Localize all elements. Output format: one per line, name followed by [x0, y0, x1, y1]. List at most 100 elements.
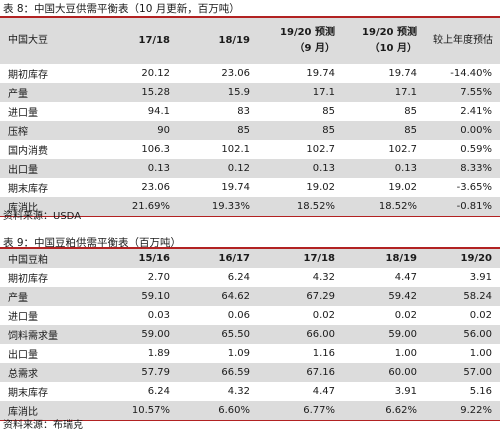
table9-header-cell: 15/16 [138, 253, 170, 264]
table8-header-cell: 较上年度预估 [433, 35, 493, 46]
table8-cell: 0.13 [394, 163, 417, 174]
table8-cell: 85 [322, 125, 335, 136]
table9-cell: 59.00 [388, 329, 417, 340]
table9-cell: 10.57% [98, 401, 178, 421]
table9-row-label: 期初库存 [8, 274, 48, 285]
table9-cell: 58.24 [463, 291, 492, 302]
table8-row: 压榨 90 85 85 85 0.00% [0, 121, 500, 140]
table8-header-line2: （9 月） [294, 43, 335, 54]
table9-cell: 57.79 [141, 367, 170, 378]
table9-cell: 2.70 [147, 272, 170, 283]
table9-cell: 3.91 [394, 386, 417, 397]
table8-cell: 94.1 [147, 106, 170, 117]
table8-cell: 102.7 [306, 144, 335, 155]
table8-cell: 19.74 [221, 182, 250, 193]
table8-cell: 20.12 [141, 68, 170, 79]
table9-row: 进口量 0.03 0.06 0.02 0.02 0.02 [0, 306, 500, 325]
table8-row-label: 库消比 [0, 197, 98, 217]
table8-cell: 15.9 [227, 87, 250, 98]
table9-header-cell: 18/19 [385, 253, 417, 264]
table9-header-cell: 16/17 [218, 253, 250, 264]
table8-row-label: 期末库存 [8, 184, 48, 195]
table8-caption: 表 8：中国大豆供需平衡表（10 月更新，百万吨） [3, 3, 240, 15]
table8: 中国大豆 17/18 18/19 19/20 预测 （9 月） 19/20 预测… [0, 18, 500, 217]
table8-source: 资料来源：USDA [3, 211, 82, 222]
table8-cell: 102.7 [388, 144, 417, 155]
table8-cell: -0.81% [425, 197, 500, 217]
table9-cell: 6.77% [258, 401, 343, 421]
table8-cell: 21.69% [98, 197, 178, 217]
table8-row: 期末库存 23.06 19.74 19.02 19.02 -3.65% [0, 178, 500, 197]
table9-top-rule [0, 247, 500, 249]
table8-cell: 17.1 [394, 87, 417, 98]
table9-cell: 5.16 [469, 386, 492, 397]
table8-header-line2: （10 月） [369, 43, 417, 54]
table9-cell: 4.32 [227, 386, 250, 397]
table9-cell: 67.16 [306, 367, 335, 378]
table9-cell: 60.00 [388, 367, 417, 378]
table8-cell: 0.13 [147, 163, 170, 174]
table8-cell: 2.41% [460, 106, 492, 117]
table8-row-label: 产量 [8, 89, 28, 100]
table8-row: 出口量 0.13 0.12 0.13 0.13 8.33% [0, 159, 500, 178]
table8-header-cell: 17/18 [138, 35, 170, 46]
table9-source: 资料来源：布瑞克 [3, 420, 83, 431]
table9-caption: 表 9：中国豆粕供需平衡表（百万吨） [3, 237, 182, 249]
table9-cell: 4.32 [312, 272, 335, 283]
table8-row-label: 国内消费 [8, 146, 48, 157]
table9-cell: 9.22% [425, 401, 500, 421]
table8-row-label: 期初库存 [8, 70, 48, 81]
table8-cell: 19.33% [178, 197, 258, 217]
table9-cell: 65.50 [221, 329, 250, 340]
table8-cell: 102.1 [221, 144, 250, 155]
table8-cell: 0.13 [312, 163, 335, 174]
table9-cell: 59.42 [388, 291, 417, 302]
table9-cell: 64.62 [221, 291, 250, 302]
table9-header-cell: 17/18 [303, 253, 335, 264]
table8-header-cell: 19/20 预测 （10 月） [343, 18, 425, 64]
table9-row: 产量 59.10 64.62 67.29 59.42 58.24 [0, 287, 500, 306]
table8-row-label: 压榨 [8, 127, 28, 138]
table8-row-label: 出口量 [8, 165, 38, 176]
table8-header-line1: 19/20 预测 [362, 27, 417, 38]
table8-row: 库消比 21.69% 19.33% 18.52% 18.52% -0.81% [0, 197, 500, 217]
table9: 中国豆粕 15/16 16/17 17/18 18/19 19/20 期初库存 2… [0, 249, 500, 421]
table8-header-row: 中国大豆 17/18 18/19 19/20 预测 （9 月） 19/20 预测… [0, 18, 500, 64]
table9-cell: 0.02 [394, 310, 417, 321]
table9-cell: 0.03 [147, 310, 170, 321]
table8-cell: 0.59% [460, 144, 492, 155]
table8-top-rule [0, 16, 500, 18]
table8-cell: 19.02 [388, 182, 417, 193]
table8-cell: 0.12 [227, 163, 250, 174]
table8-row: 产量 15.28 15.9 17.1 17.1 7.55% [0, 83, 500, 102]
table9-cell: 4.47 [394, 272, 417, 283]
table9-row-label: 出口量 [8, 350, 38, 361]
table8-header-cell: 19/20 预测 （9 月） [258, 18, 343, 64]
table9-cell: 59.10 [141, 291, 170, 302]
table9-row: 期初库存 2.70 6.24 4.32 4.47 3.91 [0, 268, 500, 287]
table9-cell: 1.89 [147, 348, 170, 359]
table9-cell: 57.00 [463, 367, 492, 378]
table9-cell: 56.00 [463, 329, 492, 340]
table9-row-label: 库消比 [0, 401, 98, 421]
table8-cell: 19.74 [306, 68, 335, 79]
table8-cell: -14.40% [450, 68, 492, 79]
table8-cell: -3.65% [456, 182, 492, 193]
table9-header-cell: 中国豆粕 [8, 255, 48, 266]
table9-row-label: 产量 [8, 293, 28, 304]
table9-row-label: 总需求 [8, 369, 38, 380]
table9-cell: 0.02 [469, 310, 492, 321]
table9-row: 总需求 57.79 66.59 67.16 60.00 57.00 [0, 363, 500, 382]
table9-header-cell: 19/20 [460, 253, 492, 264]
table9-row-label: 饲料需求量 [8, 331, 58, 342]
table9-cell: 6.60% [178, 401, 258, 421]
table8-row: 进口量 94.1 83 85 85 2.41% [0, 102, 500, 121]
table9-cell: 0.02 [312, 310, 335, 321]
table9-cell: 6.24 [227, 272, 250, 283]
table9-row: 期末库存 6.24 4.32 4.47 3.91 5.16 [0, 382, 500, 401]
table8-row: 期初库存 20.12 23.06 19.74 19.74 -14.40% [0, 64, 500, 83]
table8-cell: 17.1 [312, 87, 335, 98]
table9-cell: 66.59 [221, 367, 250, 378]
table9-cell: 6.24 [147, 386, 170, 397]
